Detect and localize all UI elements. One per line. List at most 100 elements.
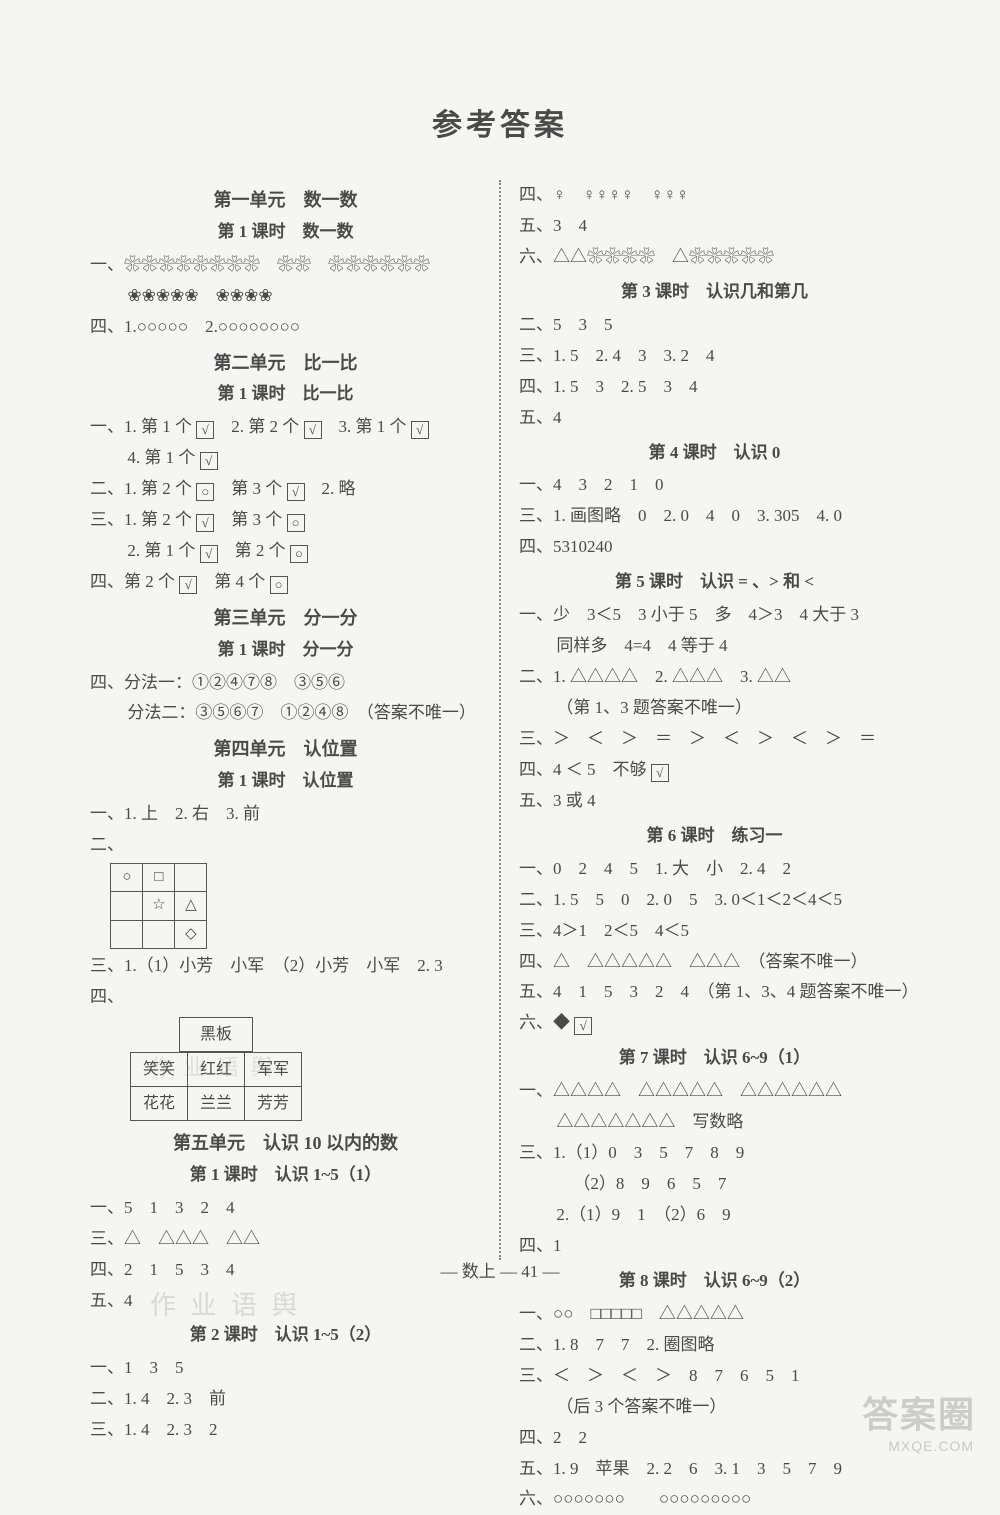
- text: 第 2 个: [235, 541, 286, 560]
- note: （答案不唯一）: [365, 703, 476, 722]
- l7-3a: 三、1.（1）0 3 5 7 8 9: [519, 1138, 910, 1169]
- balloon-groups: ♀ ♀♀♀♀ ♀♀♀: [553, 185, 689, 204]
- cell: ☆: [143, 892, 175, 920]
- l3-5: 五、4: [519, 403, 910, 434]
- page-title: 参考答案: [80, 100, 920, 144]
- page-footer: — 数上 — 41 —: [0, 1257, 1000, 1282]
- text: 1. 第 2 个: [124, 510, 192, 529]
- r-pre-l5: 五、3 4: [519, 211, 910, 242]
- unit-1-lesson-1: 第 1 课时 数一数: [90, 217, 481, 248]
- triangle-run: △△: [757, 667, 791, 686]
- check-box: √: [411, 421, 429, 439]
- l6-5: 五、4 1 5 3 2 4 （第 1、3、4 题答案不唯一）: [519, 977, 910, 1008]
- u5b-l2: 二、1. 4 2. 3 前: [90, 1384, 481, 1415]
- triangle-run: △△△: [689, 952, 740, 971]
- unit-3-lesson-1: 第 1 课时 分一分: [90, 635, 481, 666]
- l3-4: 四、1. 5 3 2. 5 3 4: [519, 372, 910, 403]
- text: ①②④⑦⑧: [192, 673, 277, 692]
- fill-icon: ◆: [553, 1013, 570, 1032]
- u4-l3: 三、1.（1）小芳 小军 （2）小芳 小军 2. 3: [90, 951, 481, 982]
- check-box: √: [196, 514, 214, 532]
- text: 分法一：: [124, 673, 192, 692]
- u1-line4: 四、1.○○○○○ 2.○○○○○○○○: [90, 312, 481, 343]
- label: 一、: [519, 1304, 553, 1323]
- cell: [175, 863, 207, 891]
- triangle-run: △△△△: [570, 667, 638, 686]
- triangle-run: △△△△△△△: [556, 1112, 675, 1131]
- l4-3: 三、1. 画图略 0 2. 0 4 0 3. 305 4. 0: [519, 501, 910, 532]
- circle-run-1: ❀❀❀❀❀❀❀❀ ❀❀ ❀❀❀❀❀❀: [124, 255, 430, 274]
- label: 二、: [90, 835, 124, 854]
- u5b-l3: 三、1. 4 2. 3 2: [90, 1415, 481, 1446]
- l3-3: 三、1. 5 2. 4 3 3. 2 4: [519, 341, 910, 372]
- text: 写数略: [692, 1112, 743, 1131]
- u3-l4b: 分法二：③⑤⑥⑦ ①②④⑧ （答案不唯一）: [90, 698, 481, 729]
- l6-3: 三、4＞1 2＜5 4＜5: [519, 916, 910, 947]
- u5-l1: 一、5 1 3 2 4: [90, 1193, 481, 1224]
- unit-2-lesson-1: 第 1 课时 比一比: [90, 379, 481, 410]
- text: 第 3 个: [231, 510, 282, 529]
- u1-line1b: ❀❀❀❀❀ ❀❀❀❀: [90, 281, 481, 312]
- label: 六、: [519, 1013, 553, 1032]
- u2-q1: 一、1. 第 1 个 √ 2. 第 2 个 √ 3. 第 1 个 √: [90, 412, 481, 443]
- l7-3c: 2.（1）9 1 （2）6 9: [519, 1200, 910, 1231]
- label: 四、: [519, 952, 553, 971]
- u2-q2: 二、1. 第 2 个 ○ 第 3 个 √ 2. 略: [90, 474, 481, 505]
- watermark-text-2: 作 业 语 舆: [150, 1050, 276, 1082]
- label: 四、: [90, 673, 124, 692]
- l8-3b: （后 3 个答案不唯一）: [519, 1392, 910, 1423]
- text: 2. 略: [322, 479, 356, 498]
- label: 三、: [90, 1229, 124, 1248]
- label: 一、: [519, 1081, 553, 1100]
- text: 第 4 个: [214, 572, 265, 591]
- lesson-5-title: 第 5 课时 认识 = 、> 和 <: [519, 567, 910, 598]
- circle-box: ○: [196, 483, 214, 501]
- l8-6: 六、○○○○○○○ ○○○○○○○○○: [519, 1484, 910, 1515]
- check-box: √: [304, 421, 322, 439]
- label: 二、: [519, 667, 553, 686]
- r-pre-l6: 六、△△❀❀❀❀ △❀❀❀❀❀: [519, 242, 910, 273]
- circle-box: ○: [290, 545, 308, 563]
- text: 4. 第 1 个: [127, 448, 195, 467]
- l6-6: 六、◆ √: [519, 1008, 910, 1039]
- label: 六、: [519, 1489, 553, 1508]
- l8-2: 二、1. 8 7 7 2. 圈图略: [519, 1330, 910, 1361]
- watermark-text-1: 作 业 语 舆: [150, 1285, 302, 1322]
- lesson-7-title: 第 7 课时 认识 6~9（1）: [519, 1043, 910, 1074]
- l5-1b: 同样多 4=4 4 等于 4: [519, 631, 910, 662]
- l4-1: 一、4 3 2 1 0: [519, 470, 910, 501]
- l7-1b: △△△△△△△ 写数略: [519, 1107, 910, 1138]
- label: 四、: [519, 760, 553, 779]
- u2-q3: 三、1. 第 2 个 √ 第 3 个 ○: [90, 505, 481, 536]
- l8-1: 一、○○ □□□□□ △△△△△: [519, 1299, 910, 1330]
- text: ①②④⑧: [280, 703, 348, 722]
- l8-5: 五、1. 9 苹果 2. 2 6 3. 1 3 5 7 9: [519, 1454, 910, 1485]
- unit-3-title: 第三单元 分一分: [90, 602, 481, 635]
- text: 2.: [655, 667, 668, 686]
- l5-1a: 一、少 3＜5 3 小于 5 多 4＞3 4 大于 3: [519, 600, 910, 631]
- unit-5-title: 第五单元 认识 10 以内的数: [90, 1127, 481, 1160]
- seat: 兰兰: [188, 1086, 245, 1120]
- label: 一、: [90, 417, 124, 436]
- check-box: √: [200, 452, 218, 470]
- triangle-runs: △△△△ △△△△△ △△△△△△: [553, 1081, 842, 1100]
- triangle-run: △: [553, 952, 570, 971]
- u5-l3: 三、△ △△△ △△: [90, 1224, 481, 1255]
- check-box: √: [179, 576, 197, 594]
- label: 二、: [90, 479, 124, 498]
- check-box: √: [287, 483, 305, 501]
- l6-2: 二、1. 5 5 0 2. 0 5 3. 0＜1＜2＜4＜5: [519, 885, 910, 916]
- u5b-l1: 一、1 3 5: [90, 1353, 481, 1384]
- l5-3: 三、＞ ＜ ＞ ＝ ＞ ＜ ＞ ＜ ＞ ＝: [519, 724, 910, 755]
- u4-l1: 一、1. 上 2. 右 3. 前: [90, 799, 481, 830]
- unit-2-title: 第二单元 比一比: [90, 347, 481, 380]
- u4-l4: 四、: [90, 982, 481, 1013]
- u2-q3b: 2. 第 1 个 √ 第 2 个 ○: [90, 536, 481, 567]
- label: 四、: [519, 185, 553, 204]
- circle-box: ○: [287, 514, 305, 532]
- label: 一、: [90, 255, 124, 274]
- left-column: 第一单元 数一数 第 1 课时 数一数 一、❀❀❀❀❀❀❀❀ ❀❀ ❀❀❀❀❀❀…: [80, 180, 501, 1260]
- circle-run: ○○○○○: [137, 317, 188, 336]
- u4-l2: 二、: [90, 830, 481, 861]
- label: 六、: [519, 247, 553, 266]
